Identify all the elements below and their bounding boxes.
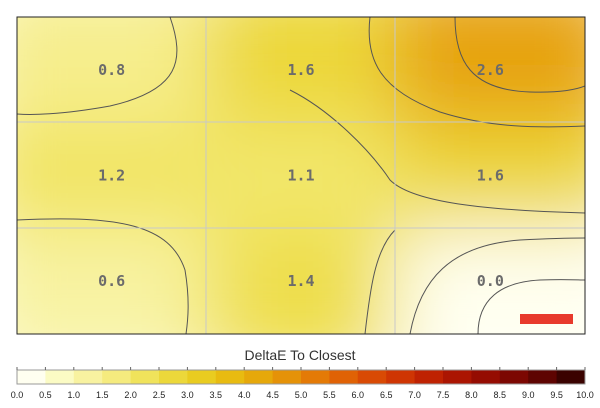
heatmap-cell <box>206 17 396 123</box>
heatmap-surface <box>17 17 585 334</box>
contour-line <box>368 17 585 128</box>
accent-marker <box>520 314 573 324</box>
colorbar-swatch <box>159 370 188 384</box>
cell-value-label: 0.8 <box>98 61 125 79</box>
cell-value-label: 1.6 <box>287 61 314 79</box>
plot-border <box>16 16 586 335</box>
contour-line <box>17 17 178 115</box>
colorbar-tick-label: 5.0 <box>295 390 308 400</box>
cell-value-label: 1.2 <box>98 167 125 185</box>
colorbar-tick-label: 9.0 <box>522 390 535 400</box>
colorbar-tick-label: 8.0 <box>465 390 478 400</box>
colorbar-swatch <box>357 370 387 384</box>
colorbar-tick-label: 5.5 <box>323 390 336 400</box>
cell-value-label: 1.4 <box>287 272 314 290</box>
colorbar-swatch <box>528 370 558 384</box>
colorbar-swatch <box>499 370 529 384</box>
colorbar-tick-label: 6.0 <box>352 390 365 400</box>
colorbar-tick-label: 1.0 <box>68 390 81 400</box>
colorbar-title: DeltaE To Closest <box>244 347 356 363</box>
colorbar-swatch <box>130 370 160 384</box>
colorbar-tick-label: 6.5 <box>380 390 393 400</box>
colorbar-swatch <box>102 370 132 384</box>
cell-value-label: 2.6 <box>477 61 504 79</box>
heatmap-cell <box>17 122 207 229</box>
cell-labels: 0.8 1.6 2.6 1.2 1.1 1.6 0.6 1.4 0.0 <box>98 61 504 290</box>
colorbar-tick-label: 0.5 <box>39 390 52 400</box>
contour-line <box>454 17 585 93</box>
colorbar-tick-label: 3.5 <box>210 390 223 400</box>
colorbar-tick-label: 4.0 <box>238 390 251 400</box>
colorbar-swatch <box>45 370 75 384</box>
colorbar-tick-label: 9.5 <box>550 390 563 400</box>
contour-line <box>289 89 585 214</box>
colorbar-tick-label: 2.5 <box>153 390 166 400</box>
cell-value-label: 0.0 <box>477 272 504 290</box>
heatmap-cell <box>395 17 585 123</box>
colorbar-swatch <box>386 370 416 384</box>
colorbar-swatch <box>329 370 359 384</box>
colorbar-tick-label: 8.5 <box>494 390 507 400</box>
colorbar-swatch <box>187 370 217 384</box>
colorbar-tick-label: 10.0 <box>576 390 594 400</box>
colorbar-swatch <box>301 370 330 384</box>
colorbar-swatch <box>215 370 245 384</box>
colorbar-swatch <box>272 370 302 384</box>
cell-value-label: 0.6 <box>98 272 125 290</box>
heatmap-cell <box>395 122 585 229</box>
colorbar-tick-label: 7.5 <box>437 390 450 400</box>
colorbar-swatch <box>414 370 444 384</box>
contour-line <box>409 237 585 334</box>
colorbar-tick-label: 7.0 <box>408 390 421 400</box>
colorbar-swatch <box>471 370 501 384</box>
contour-line <box>364 229 396 334</box>
colorbar-swatch <box>443 370 472 384</box>
colorbar-swatch <box>17 370 46 384</box>
colorbar-tick-label: 4.5 <box>266 390 279 400</box>
colorbar-tick-label: 3.0 <box>181 390 194 400</box>
cell-value-label: 1.1 <box>287 167 314 185</box>
colorbar-swatch <box>244 370 274 384</box>
colorbar-swatch <box>73 370 103 384</box>
heatmap-cell <box>206 122 396 229</box>
colorbar-tick-label: 1.5 <box>96 390 109 400</box>
cell-value-label: 1.6 <box>477 167 504 185</box>
colorbar: 0.0 0.5 1.0 1.5 2.0 2.5 3.0 3.5 4.0 4.5 5.0 5.5 6.0 6… <box>11 367 594 400</box>
colorbar-tick-label: 0.0 <box>11 390 24 400</box>
contour-line <box>477 279 585 334</box>
colorbar-swatch <box>556 370 586 384</box>
contour-line <box>17 218 189 334</box>
heatmap-cell <box>17 228 207 334</box>
grid-lines <box>17 17 585 334</box>
contour-lines <box>17 17 585 334</box>
colorbar-tick-label: 2.0 <box>124 390 137 400</box>
heatmap-cell <box>206 228 396 334</box>
